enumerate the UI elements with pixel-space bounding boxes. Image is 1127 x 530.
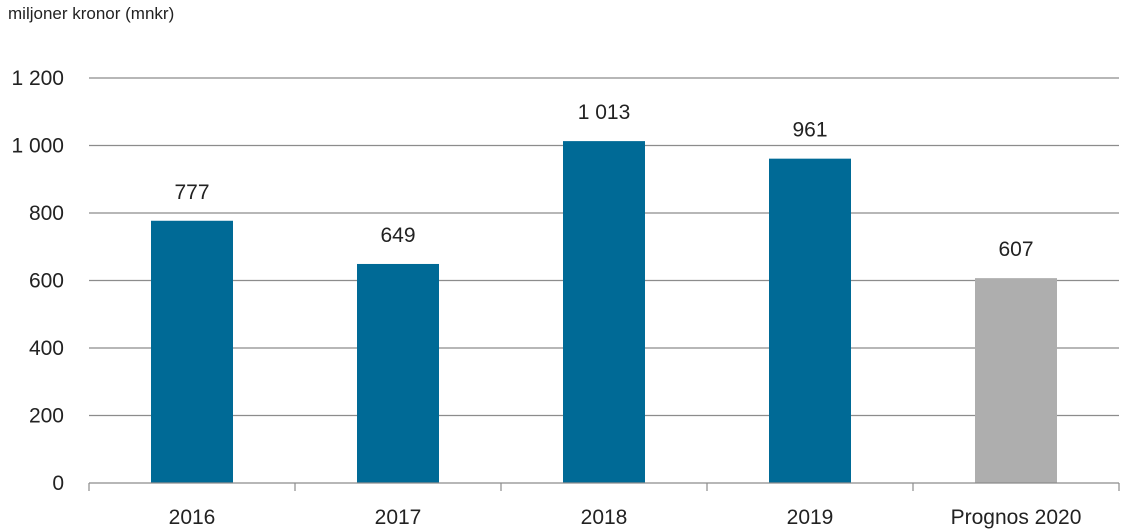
x-tick-label: 2017 (375, 506, 422, 529)
y-tick-label: 400 (29, 337, 64, 360)
x-tick-label: 2018 (581, 506, 628, 529)
x-tick-label: 2019 (787, 506, 834, 529)
bars (151, 141, 1057, 484)
x-axis: 2016 2017 2018 2019 Prognos 2020 (88, 482, 1120, 529)
bar-prognos-2020 (975, 278, 1057, 483)
y-tick-label: 200 (29, 405, 64, 428)
y-axis-ticks: 0 200 400 600 800 1 000 1 200 (11, 67, 64, 495)
bar-2017 (357, 263, 439, 483)
y-tick-label: 600 (29, 270, 64, 293)
y-tick-label: 1 200 (11, 67, 64, 90)
y-axis-unit-label: miljoner kronor (mnkr) (8, 4, 175, 23)
y-tick-label: 800 (29, 202, 64, 225)
bar-2019 (769, 158, 851, 483)
y-tick-label: 0 (52, 472, 64, 495)
value-label: 961 (792, 119, 827, 142)
value-labels: 777 649 1 013 961 607 (174, 101, 1033, 261)
value-label: 649 (380, 224, 415, 247)
bar-2016 (151, 220, 233, 483)
x-tick-label: 2016 (169, 506, 216, 529)
value-label: 1 013 (578, 101, 631, 124)
x-tick-label: Prognos 2020 (951, 506, 1082, 529)
value-label: 777 (174, 181, 209, 204)
y-tick-label: 1 000 (11, 135, 64, 158)
bar-2018 (563, 141, 645, 484)
value-label: 607 (998, 238, 1033, 261)
